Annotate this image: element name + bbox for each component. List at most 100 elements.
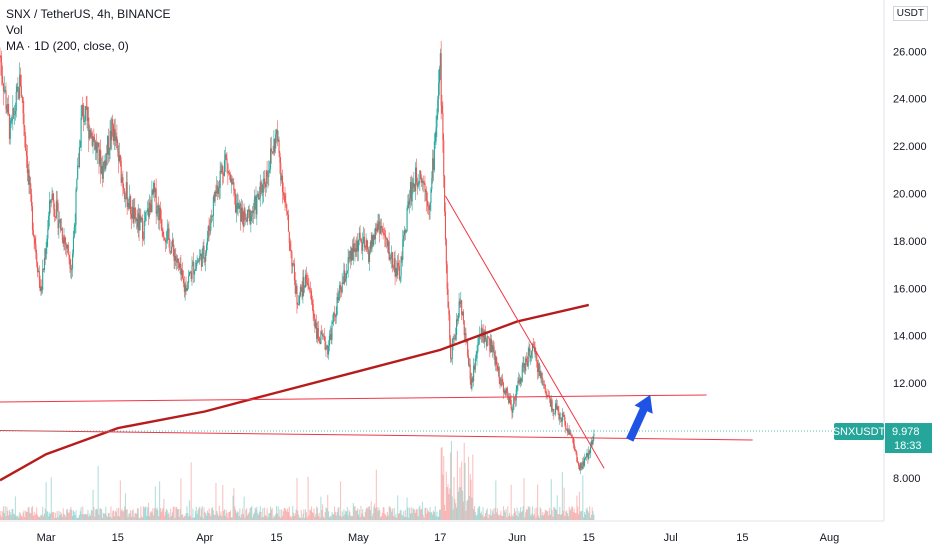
time-axis-bg (0, 521, 932, 551)
volume-bar (479, 506, 481, 520)
volume-bar (98, 514, 100, 520)
candle-body (116, 136, 118, 143)
volume-bar (176, 509, 179, 520)
candle-body (516, 385, 518, 390)
candle-body (251, 210, 253, 217)
candle-body (379, 221, 381, 234)
candle-body (107, 136, 109, 155)
legend-ma[interactable]: MA · 1D (200, close, 0) (6, 39, 129, 53)
candle-body (27, 169, 29, 174)
candle-body (566, 428, 569, 433)
candle-body (182, 270, 184, 279)
volume-bar (407, 507, 409, 520)
volume-bar (566, 510, 568, 520)
volume-bar (573, 508, 575, 520)
candle-body (319, 341, 321, 345)
volume-bar (186, 506, 188, 520)
candle-body (442, 112, 444, 141)
candle-body (385, 237, 387, 240)
volume-bar (95, 509, 97, 520)
volume-bar (457, 491, 459, 520)
candle-body (153, 183, 155, 195)
price-unit-label[interactable]: USDT (892, 6, 928, 21)
volume-bar (228, 512, 230, 520)
candle-body (92, 136, 94, 146)
volume-bar (110, 506, 112, 520)
candle-body (414, 188, 416, 192)
candle-body (502, 382, 505, 393)
volume-bar (240, 517, 242, 520)
volume-bar (329, 515, 331, 520)
candle-body (445, 239, 447, 265)
candle-body (215, 191, 217, 194)
volume-bar (83, 514, 86, 520)
volume-bar (229, 511, 231, 520)
candle-body (448, 307, 450, 315)
candle-body (7, 104, 9, 113)
volume-bar (25, 511, 28, 520)
candle-body (573, 444, 575, 450)
candle-body (157, 205, 159, 212)
volume-bar (66, 509, 68, 520)
candle-body (248, 209, 250, 212)
volume-bar (13, 513, 15, 520)
candle-body (432, 158, 434, 179)
candle-body (14, 110, 16, 115)
candle-body (422, 180, 424, 183)
candle-body (62, 239, 64, 244)
volume-bar (55, 517, 57, 520)
candle-body (354, 248, 356, 252)
candle-body (584, 458, 586, 466)
candle-body (112, 124, 115, 141)
candle-body (457, 317, 459, 321)
legend-title[interactable]: SNX / TetherUS, 4h, BINANCE (6, 7, 171, 21)
candle-body (52, 193, 54, 200)
candle-body (212, 196, 214, 217)
candle-body (193, 262, 195, 275)
volume-bar (188, 500, 191, 520)
candle-body (356, 240, 358, 252)
candle-body (200, 253, 202, 267)
volume-bar (422, 514, 424, 520)
candle-body (217, 185, 219, 194)
volume-bar (130, 510, 132, 520)
legend-vol[interactable]: Vol (6, 23, 23, 37)
candle-body (15, 91, 17, 111)
volume-bar (505, 509, 507, 520)
candle-body (505, 388, 507, 394)
volume-bar (412, 507, 414, 520)
volume-bar (409, 507, 411, 520)
volume-bar (582, 475, 584, 520)
candle-body (425, 191, 427, 192)
volume-bar (485, 510, 487, 520)
candle-body (339, 285, 342, 290)
volume-bar (107, 512, 109, 520)
candle-body (204, 257, 206, 262)
volume-bar (206, 510, 208, 520)
volume-bar (175, 507, 177, 520)
volume-bar (118, 507, 120, 520)
volume-bar (487, 517, 489, 520)
volume-bar (451, 496, 453, 520)
candle-body (53, 199, 55, 210)
candle-body (440, 53, 442, 106)
candle-body (8, 114, 10, 139)
candle-body (147, 208, 149, 212)
candle-body (148, 202, 150, 217)
candle-body (330, 333, 332, 340)
volume-bar (371, 516, 373, 520)
volume-bar (124, 493, 127, 520)
volume-bar (324, 512, 326, 520)
volume-bar (43, 516, 45, 520)
volume-bar (222, 485, 224, 520)
volume-bar (142, 506, 144, 520)
volume-bar (48, 516, 50, 520)
candle-body (279, 153, 281, 164)
volume-bar (147, 507, 149, 520)
volume-bar (444, 511, 447, 520)
candle-body (88, 117, 90, 139)
candle-body (329, 333, 331, 336)
candle-body (427, 201, 429, 207)
candle-body (338, 293, 340, 300)
